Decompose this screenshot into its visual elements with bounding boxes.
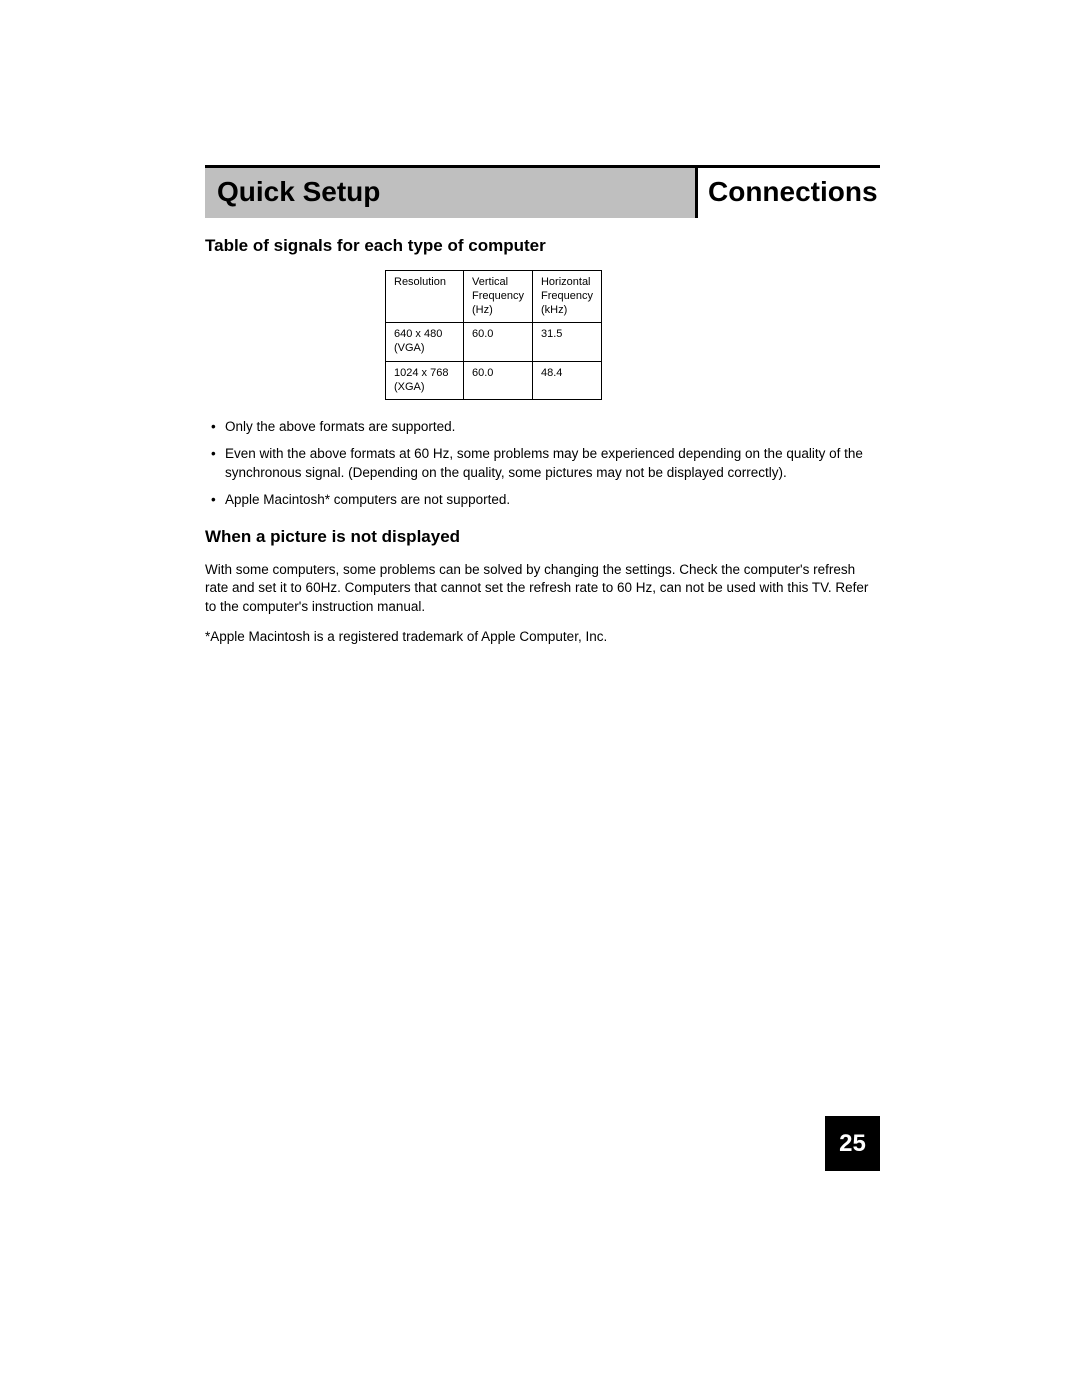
col-label: Vertical — [472, 276, 508, 288]
col-horizontal-frequency: Horizontal Frequency (kHz) — [532, 271, 601, 323]
header-chapter-title: Connections — [695, 168, 880, 218]
signals-table-heading: Table of signals for each type of comput… — [205, 236, 880, 256]
cell-text: (VGA) — [394, 342, 425, 354]
list-item: Apple Macintosh* computers are not suppo… — [211, 491, 880, 509]
trademark-footnote: *Apple Macintosh is a registered tradema… — [205, 628, 880, 646]
troubleshoot-heading: When a picture is not displayed — [205, 527, 880, 547]
col-label: Frequency — [541, 290, 593, 302]
page-number: 25 — [825, 1116, 880, 1171]
cell-text: 1024 x 768 — [394, 367, 448, 379]
col-vertical-frequency: Vertical Frequency (Hz) — [464, 271, 533, 323]
cell-text: 640 x 480 — [394, 328, 442, 340]
col-label: (Hz) — [472, 304, 493, 316]
cell-hf: 48.4 — [532, 361, 601, 400]
header-bar: Quick Setup Connections — [205, 168, 880, 218]
header-section-title: Quick Setup — [205, 168, 695, 218]
notes-list: Only the above formats are supported. Ev… — [205, 418, 880, 509]
table-row: 640 x 480 (VGA) 60.0 31.5 — [386, 323, 602, 362]
manual-page: Quick Setup Connections Table of signals… — [205, 165, 880, 646]
cell-resolution: 1024 x 768 (XGA) — [386, 361, 464, 400]
col-label: Resolution — [394, 276, 446, 288]
list-item: Even with the above formats at 60 Hz, so… — [211, 445, 880, 481]
troubleshoot-paragraph: With some computers, some problems can b… — [205, 561, 880, 616]
col-resolution: Resolution — [386, 271, 464, 323]
table-header-row: Resolution Vertical Frequency (Hz) Horiz… — [386, 271, 602, 323]
cell-vf: 60.0 — [464, 323, 533, 362]
col-label: Frequency — [472, 290, 524, 302]
cell-vf: 60.0 — [464, 361, 533, 400]
col-label: Horizontal — [541, 276, 591, 288]
signals-table: Resolution Vertical Frequency (Hz) Horiz… — [385, 270, 602, 400]
cell-text: (XGA) — [394, 381, 425, 393]
col-label: (kHz) — [541, 304, 567, 316]
table-row: 1024 x 768 (XGA) 60.0 48.4 — [386, 361, 602, 400]
list-item: Only the above formats are supported. — [211, 418, 880, 436]
cell-hf: 31.5 — [532, 323, 601, 362]
cell-resolution: 640 x 480 (VGA) — [386, 323, 464, 362]
